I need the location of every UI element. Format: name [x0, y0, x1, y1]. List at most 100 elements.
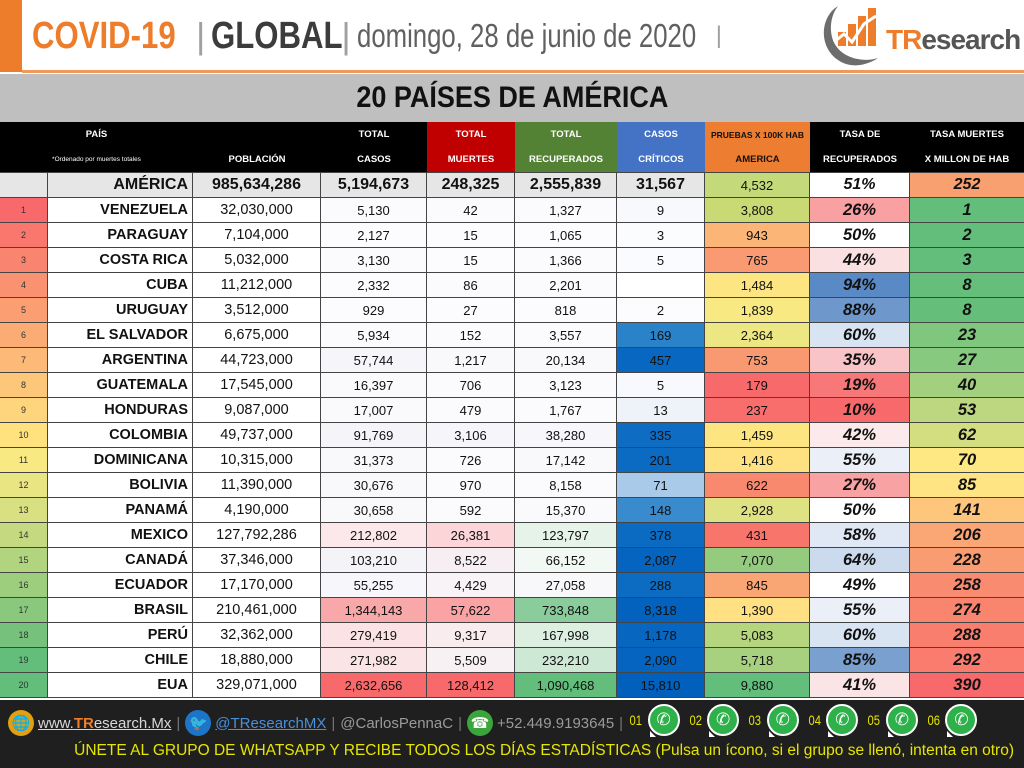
recovery-rate-cell: 55%	[810, 448, 910, 472]
rank-cell: 4	[0, 273, 48, 297]
rank-cell: 10	[0, 423, 48, 447]
whatsapp-icon[interactable]: ✆	[885, 704, 918, 737]
country-name: BOLIVIA	[48, 473, 193, 497]
recovered-cell: 818	[515, 298, 617, 322]
tests-cell: 5,718	[705, 648, 810, 672]
subtitle-band: 20 PAÍSES DE AMÉRICA	[0, 74, 1024, 122]
table-row: 12 BOLIVIA 11,390,000 30,676 970 8,158 71 622 27…	[0, 473, 1024, 498]
death-rate-cell: 252	[910, 173, 1024, 197]
whatsapp-icon[interactable]: ✆	[707, 704, 740, 737]
phone-icon: ☎	[466, 710, 493, 736]
deaths-cell: 128,412	[427, 673, 515, 697]
cases-cell: 17,007	[321, 398, 427, 422]
country-name: COSTA RICA	[48, 248, 193, 272]
cases-cell: 279,419	[321, 623, 427, 647]
tests-cell: 3,808	[705, 198, 810, 222]
whatsapp-group-button[interactable]: 04 ✆	[807, 704, 859, 737]
recovered-cell: 2,201	[515, 273, 617, 297]
website-link[interactable]: www.TResearch.Mx	[38, 714, 172, 732]
table-row: 15 CANADÁ 37,346,000 103,210 8,522 66,152 2,08…	[0, 548, 1024, 573]
table-row: 13 PANAMÁ 4,190,000 30,658 592 15,370 148 2,928…	[0, 498, 1024, 523]
separator: |	[458, 714, 462, 732]
critical-cell: 5	[617, 373, 705, 397]
deaths-cell: 592	[427, 498, 515, 522]
deaths-cell: 57,622	[427, 598, 515, 622]
population-cell: 11,212,000	[193, 273, 321, 297]
whatsapp-group-button[interactable]: 02 ✆	[688, 704, 740, 737]
death-rate-cell: 23	[910, 323, 1024, 347]
whatsapp-group-number: 01	[629, 712, 643, 728]
whatsapp-group-button[interactable]: 01 ✆	[628, 704, 680, 737]
tests-cell: 237	[705, 398, 810, 422]
header-muertes-top: TOTAL	[427, 122, 515, 147]
header-pruebas-top: PRUEBAS X 100K HAB	[705, 122, 810, 147]
header-divider	[22, 70, 1024, 73]
country-name: EL SALVADOR	[48, 323, 193, 347]
recovery-rate-cell: 19%	[810, 373, 910, 397]
separator: |	[176, 714, 181, 732]
page-header: COVID-19 | GLOBAL | domingo, 28 de junio…	[0, 0, 1024, 73]
critical-cell	[617, 273, 705, 297]
cases-cell: 212,802	[321, 523, 427, 547]
rank-cell: 20	[0, 673, 48, 697]
recovery-rate-cell: 64%	[810, 548, 910, 572]
recovery-rate-cell: 88%	[810, 298, 910, 322]
twitter-link[interactable]: @TResearchMX	[215, 714, 327, 732]
death-rate-cell: 390	[910, 673, 1024, 697]
table-row: 2 PARAGUAY 7,104,000 2,127 15 1,065 3 943 50% 2	[0, 223, 1024, 248]
population-cell: 985,634,286	[193, 173, 321, 197]
whatsapp-icon[interactable]: ✆	[826, 704, 859, 737]
country-name: CHILE	[48, 648, 193, 672]
header-muertes: MUERTES	[427, 147, 515, 172]
population-cell: 11,390,000	[193, 473, 321, 497]
critical-cell: 31,567	[617, 173, 705, 197]
population-cell: 329,071,000	[193, 673, 321, 697]
cases-cell: 16,397	[321, 373, 427, 397]
critical-cell: 15,810	[617, 673, 705, 697]
rank-cell: 9	[0, 398, 48, 422]
tests-cell: 9,880	[705, 673, 810, 697]
whatsapp-group-button[interactable]: 06 ✆	[926, 704, 978, 737]
title-date: domingo, 28 de junio de 2020	[356, 17, 696, 54]
recovery-rate-cell: 49%	[810, 573, 910, 597]
globe-icon: 🌐	[8, 710, 34, 736]
table-row: 7 ARGENTINA 44,723,000 57,744 1,217 20,134 457…	[0, 348, 1024, 373]
population-cell: 17,545,000	[193, 373, 321, 397]
country-name: GUATEMALA	[48, 373, 193, 397]
whatsapp-icon[interactable]: ✆	[647, 704, 680, 737]
death-rate-cell: 292	[910, 648, 1024, 672]
population-cell: 18,880,000	[193, 648, 321, 672]
whatsapp-group-button[interactable]: 05 ✆	[866, 704, 918, 737]
death-rate-cell: 8	[910, 298, 1024, 322]
rank-cell: 15	[0, 548, 48, 572]
cases-cell: 929	[321, 298, 427, 322]
recovered-cell: 1,065	[515, 223, 617, 247]
population-cell: 37,346,000	[193, 548, 321, 572]
tests-cell: 943	[705, 223, 810, 247]
tests-cell: 1,839	[705, 298, 810, 322]
whatsapp-group-button[interactable]: 03 ✆	[747, 704, 799, 737]
deaths-cell: 5,509	[427, 648, 515, 672]
recovered-cell: 17,142	[515, 448, 617, 472]
separator: |	[619, 714, 624, 732]
whatsapp-icon[interactable]: ✆	[766, 704, 799, 737]
critical-cell: 2	[617, 298, 705, 322]
rank-cell: 16	[0, 573, 48, 597]
death-rate-cell: 141	[910, 498, 1024, 522]
cases-cell: 31,373	[321, 448, 427, 472]
twitter-handle-2[interactable]: @CarlosPennaC	[340, 714, 454, 732]
header-tasa-rec-top: TASA DE	[810, 122, 910, 147]
rank-cell: 17	[0, 598, 48, 622]
recovered-cell: 232,210	[515, 648, 617, 672]
accent-bar	[0, 0, 22, 72]
header-pais: PAÍS	[0, 122, 193, 147]
critical-cell: 288	[617, 573, 705, 597]
population-cell: 6,675,000	[193, 323, 321, 347]
country-name: EUA	[48, 673, 193, 697]
recovery-rate-cell: 35%	[810, 348, 910, 372]
death-rate-cell: 228	[910, 548, 1024, 572]
country-name: COLOMBIA	[48, 423, 193, 447]
whatsapp-icon[interactable]: ✆	[945, 704, 978, 737]
tests-cell: 753	[705, 348, 810, 372]
population-cell: 127,792,286	[193, 523, 321, 547]
